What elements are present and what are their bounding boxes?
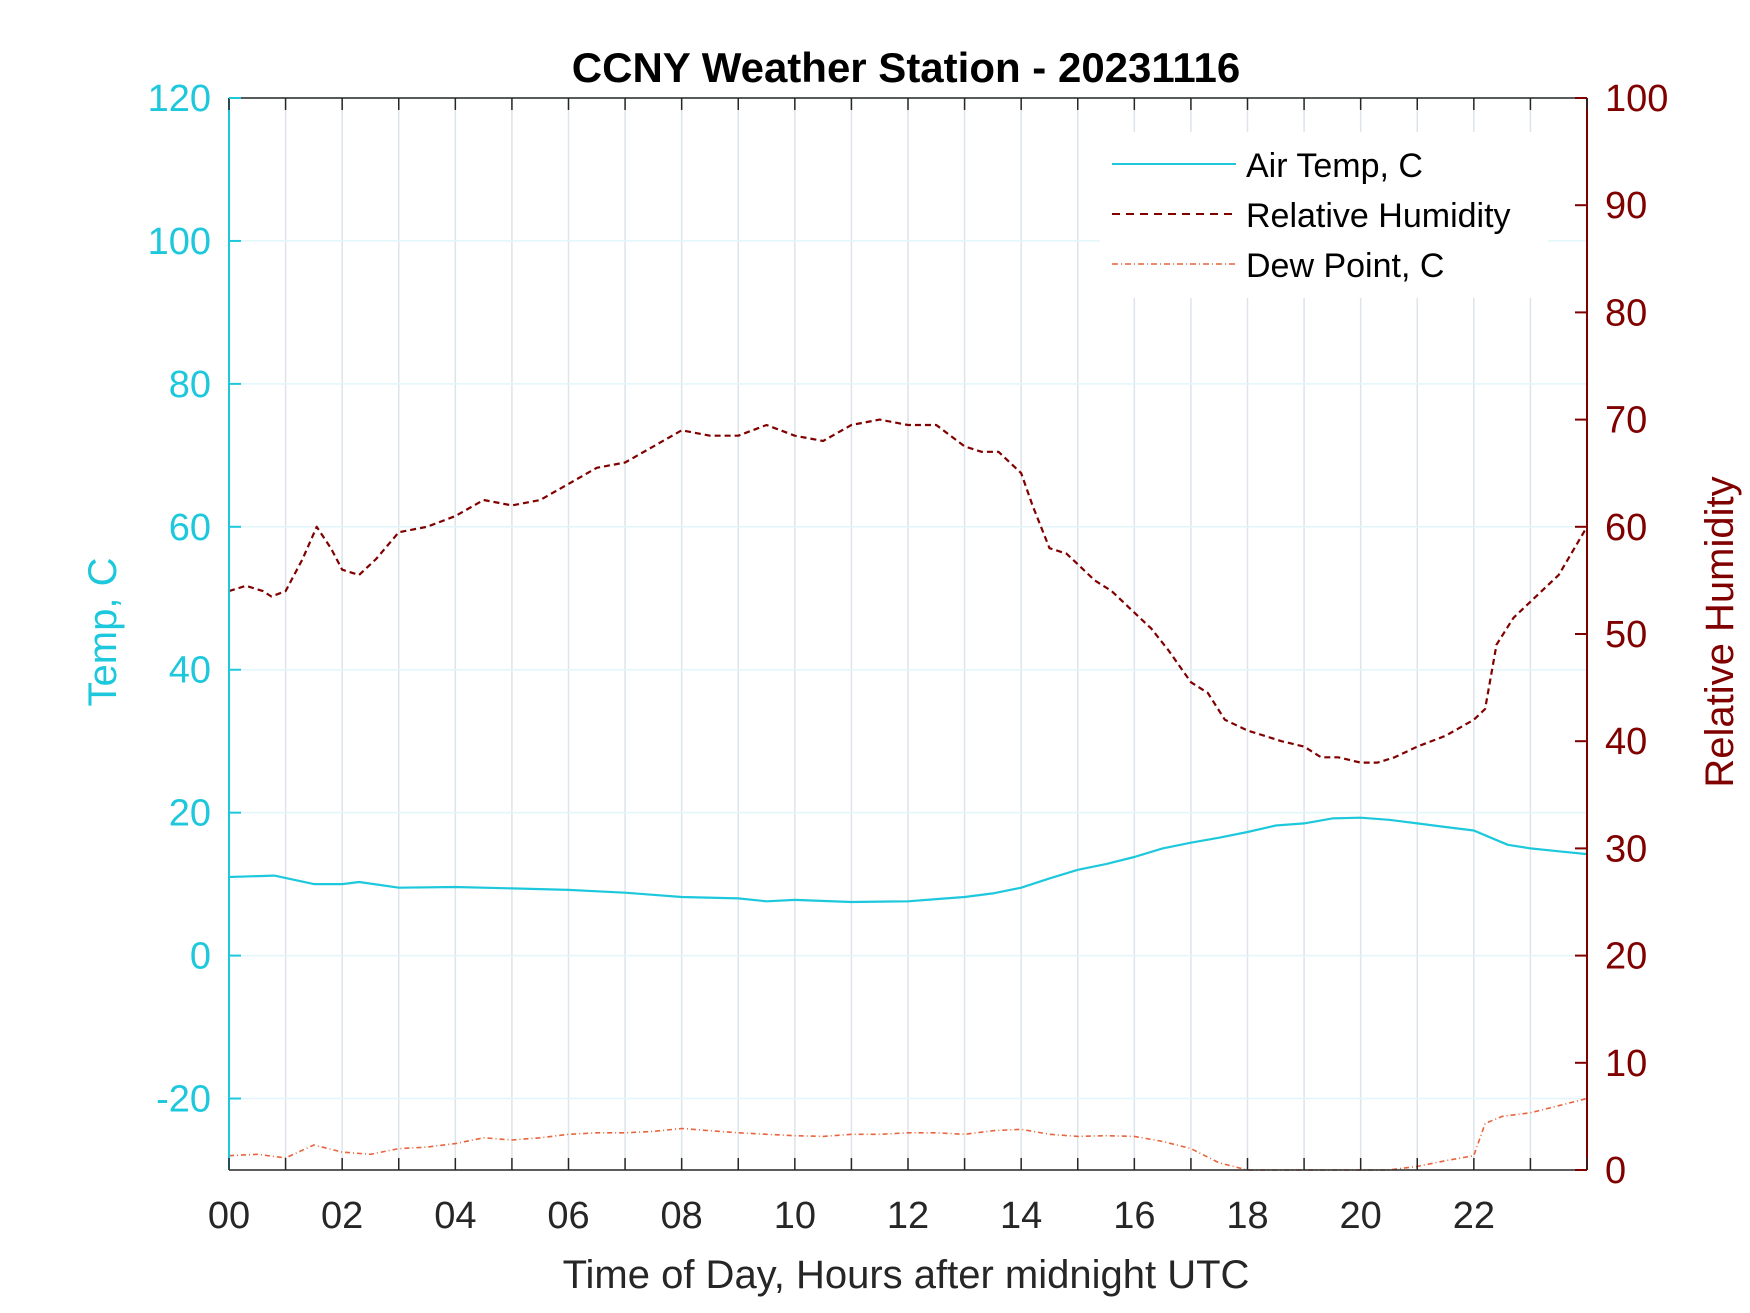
y-right-tick-label: 20 — [1605, 936, 1647, 978]
axes: 00 02 04 06 08 10 12 14 16 18 20 22-200204060801001… — [148, 78, 1669, 1237]
series-air-temp — [228, 816, 1588, 904]
y-axis-right-title: Relative Humidity — [1698, 476, 1742, 787]
legend-label-humidity: Relative Humidity — [1246, 197, 1511, 235]
x-tick-label: 12 — [887, 1195, 929, 1237]
y-axis-left-title: Temp, C — [81, 558, 125, 707]
y-left-tick-label: 80 — [169, 364, 211, 406]
y-left-tick-label: 20 — [169, 793, 211, 835]
y-right-tick-label: 80 — [1605, 292, 1647, 334]
legend: Air Temp, C Relative Humidity Dew Point,… — [1100, 132, 1548, 298]
y-right-tick-label: 40 — [1605, 721, 1647, 763]
x-tick-label: 06 — [547, 1195, 589, 1237]
y-right-tick-label: 70 — [1605, 400, 1647, 442]
y-right-tick-label: 10 — [1605, 1043, 1647, 1085]
y-left-tick-label: 120 — [148, 78, 211, 120]
x-tick-label: 22 — [1453, 1195, 1495, 1237]
x-tick-label: 18 — [1226, 1195, 1268, 1237]
x-tick-label: 16 — [1113, 1195, 1155, 1237]
grid — [229, 97, 1587, 1170]
legend-label-air-temp: Air Temp, C — [1246, 147, 1423, 185]
y-left-tick-label: 100 — [148, 221, 211, 263]
x-tick-label: 14 — [1000, 1195, 1042, 1237]
x-axis-title: Time of Day, Hours after midnight UTC — [563, 1253, 1250, 1297]
y-right-tick-label: 100 — [1605, 78, 1668, 120]
x-tick-label: 20 — [1340, 1195, 1382, 1237]
x-tick-label: 08 — [661, 1195, 703, 1237]
y-right-tick-label: 0 — [1605, 1150, 1626, 1192]
y-left-tick-label: -20 — [156, 1079, 211, 1121]
y-left-tick-label: 60 — [169, 507, 211, 549]
y-right-tick-label: 60 — [1605, 507, 1647, 549]
x-tick-label: 00 — [208, 1195, 250, 1237]
x-tick-label: 02 — [321, 1195, 363, 1237]
y-left-tick-label: 40 — [169, 650, 211, 692]
legend-label-dew-point: Dew Point, C — [1246, 247, 1444, 285]
y-left-tick-label: 0 — [190, 936, 211, 978]
y-right-tick-label: 90 — [1605, 185, 1647, 227]
y-right-tick-label: 30 — [1605, 828, 1647, 870]
chart-title: CCNY Weather Station - 20231116 — [572, 44, 1240, 91]
x-tick-label: 10 — [774, 1195, 816, 1237]
series-relative-humidity — [228, 418, 1588, 764]
y-right-tick-label: 50 — [1605, 614, 1647, 656]
x-tick-label: 04 — [434, 1195, 476, 1237]
